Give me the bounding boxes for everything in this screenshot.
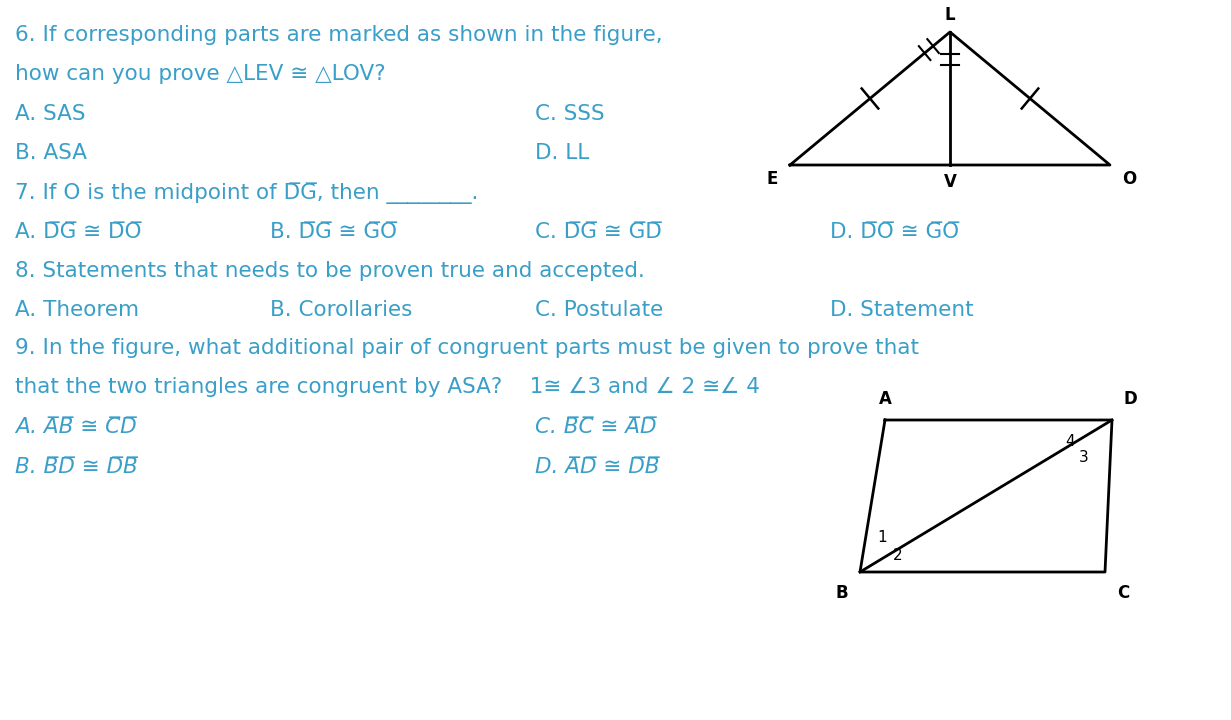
Text: 6. If corresponding parts are marked as shown in the figure,: 6. If corresponding parts are marked as … [15, 25, 662, 45]
Text: that the two triangles are congruent by ASA?    1≅ ∠3 and ∠ 2 ≅∠ 4: that the two triangles are congruent by … [15, 377, 760, 397]
Text: C. Postulate: C. Postulate [535, 300, 664, 320]
Text: O: O [1121, 170, 1136, 188]
Text: 1: 1 [878, 529, 886, 544]
Text: B. ASA: B. ASA [15, 143, 87, 163]
Text: C: C [1117, 584, 1129, 602]
Text: 2: 2 [894, 549, 902, 564]
Text: E: E [767, 170, 778, 188]
Text: how can you prove △LEV ≅ △LOV?: how can you prove △LEV ≅ △LOV? [15, 64, 385, 84]
Text: A. Theorem: A. Theorem [15, 300, 139, 320]
Text: 7. If O is the midpoint of D̅G̅, then ________.: 7. If O is the midpoint of D̅G̅, then __… [15, 182, 479, 204]
Text: C. B̅C̅ ≅ A̅D̅: C. B̅C̅ ≅ A̅D̅ [535, 417, 656, 437]
Text: A: A [879, 390, 891, 408]
Text: D. D̅O̅ ≅ G̅O̅: D. D̅O̅ ≅ G̅O̅ [830, 222, 959, 242]
Text: 9. In the figure, what additional pair of congruent parts must be given to prove: 9. In the figure, what additional pair o… [15, 338, 920, 358]
Text: D. LL: D. LL [535, 143, 590, 163]
Text: D: D [1124, 390, 1137, 408]
Text: B: B [836, 584, 848, 602]
Text: D. A̅D̅ ≅ D̅B̅: D. A̅D̅ ≅ D̅B̅ [535, 457, 660, 477]
Text: 8. Statements that needs to be proven true and accepted.: 8. Statements that needs to be proven tr… [15, 261, 645, 281]
Text: B. Corollaries: B. Corollaries [270, 300, 412, 320]
Text: L: L [944, 6, 955, 24]
Text: 4: 4 [1065, 434, 1075, 449]
Text: B. B̅D̅ ≅ D̅B̅: B. B̅D̅ ≅ D̅B̅ [15, 457, 138, 477]
Text: A. SAS: A. SAS [15, 104, 85, 124]
Text: B. D̅G̅ ≅ G̅O̅: B. D̅G̅ ≅ G̅O̅ [270, 222, 398, 242]
Text: V: V [944, 173, 956, 191]
Text: C. D̅G̅ ≅ G̅D̅: C. D̅G̅ ≅ G̅D̅ [535, 222, 662, 242]
Text: D. Statement: D. Statement [830, 300, 974, 320]
Text: A. A̅B̅ ≅ C̅D̅: A. A̅B̅ ≅ C̅D̅ [15, 417, 137, 437]
Text: 3: 3 [1080, 449, 1089, 464]
Text: A. D̅G̅ ≅ D̅O̅: A. D̅G̅ ≅ D̅O̅ [15, 222, 142, 242]
Text: C. SSS: C. SSS [535, 104, 604, 124]
